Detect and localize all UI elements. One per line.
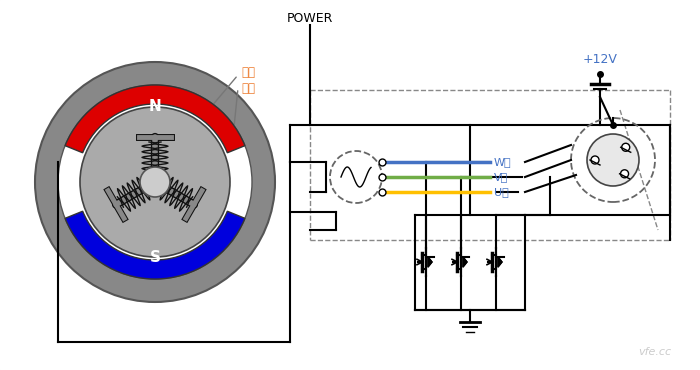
Text: V相: V相	[494, 172, 508, 182]
Text: W相: W相	[494, 157, 512, 167]
Text: N: N	[148, 98, 162, 114]
Text: U相: U相	[494, 187, 509, 197]
Text: 定子: 定子	[241, 81, 255, 94]
Polygon shape	[498, 257, 502, 267]
Circle shape	[35, 62, 275, 302]
Wedge shape	[65, 211, 245, 279]
Polygon shape	[428, 257, 432, 267]
Circle shape	[80, 107, 230, 257]
Text: S: S	[150, 250, 160, 266]
Circle shape	[622, 143, 630, 151]
Circle shape	[587, 134, 639, 186]
Text: POWER: POWER	[287, 11, 333, 24]
Wedge shape	[65, 85, 245, 153]
Text: vfe.cc: vfe.cc	[638, 347, 671, 357]
Circle shape	[58, 85, 252, 279]
Polygon shape	[463, 257, 467, 267]
Text: +12V: +12V	[582, 53, 617, 66]
Circle shape	[140, 167, 170, 197]
Text: 转子: 转子	[241, 65, 255, 78]
Circle shape	[591, 156, 599, 164]
Circle shape	[621, 170, 629, 178]
